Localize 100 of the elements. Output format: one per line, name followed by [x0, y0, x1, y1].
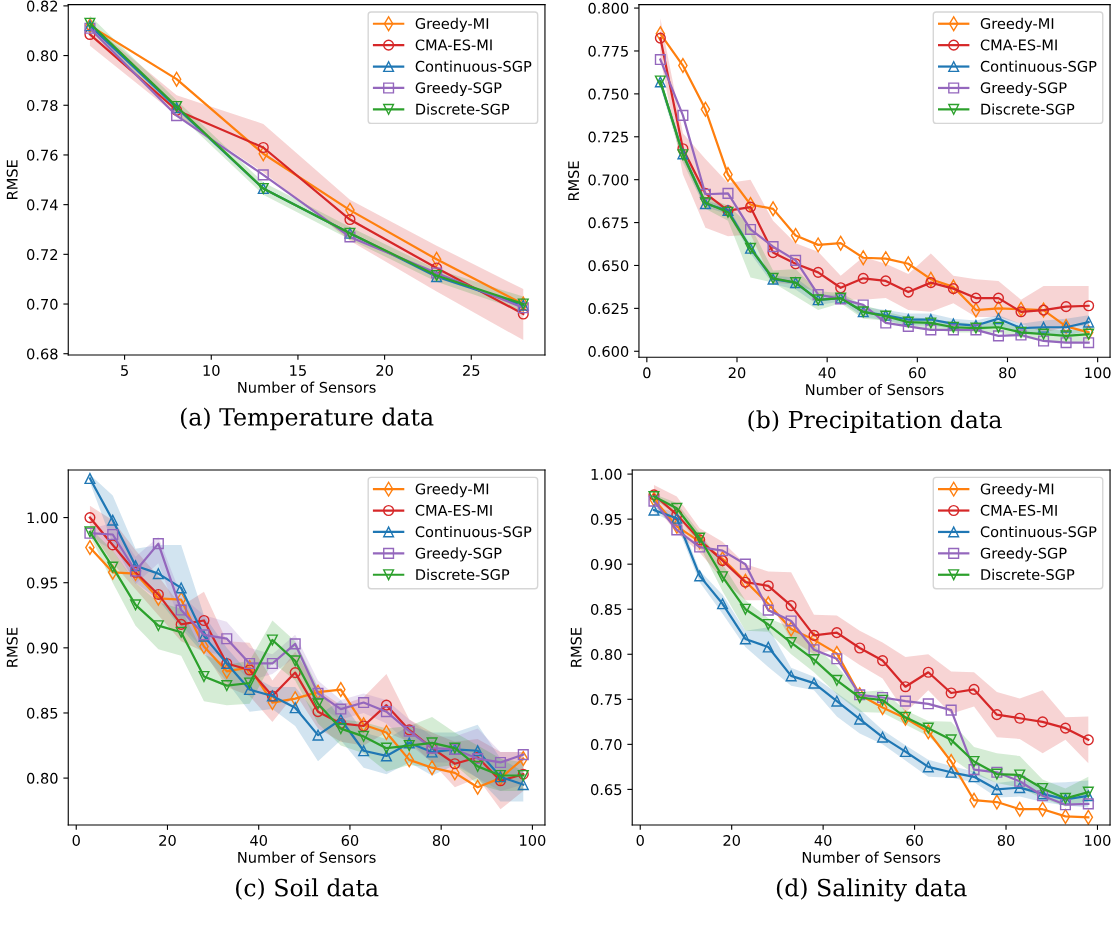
point — [107, 561, 119, 573]
x-tick-label: 100 — [520, 834, 546, 846]
point — [762, 641, 774, 653]
point — [175, 582, 187, 594]
point — [1082, 798, 1094, 810]
point — [722, 187, 734, 199]
legend-label: Greedy-SGP — [415, 81, 502, 97]
point — [785, 600, 797, 612]
point — [922, 666, 934, 678]
y-tick-label: 0.65 — [591, 784, 622, 796]
x-tick-label: 60 — [909, 367, 926, 379]
x-tick-label: 15 — [290, 365, 306, 376]
point — [1059, 722, 1072, 734]
y-tick-label: 0.95 — [27, 577, 58, 589]
point — [790, 254, 802, 266]
x-tick-label: 20 — [376, 364, 393, 376]
y-tick-label: 0.70 — [27, 298, 58, 310]
point — [857, 272, 869, 284]
y-tick-label: 0.600 — [588, 345, 629, 358]
point — [785, 615, 797, 627]
point — [244, 683, 256, 696]
point — [671, 502, 683, 514]
y-tick-label: 0.725 — [588, 131, 628, 143]
point — [1037, 335, 1050, 347]
point — [945, 734, 957, 746]
point — [808, 677, 820, 689]
point — [312, 698, 324, 710]
y-tick-label: 1.00 — [27, 512, 58, 524]
point — [762, 604, 774, 616]
legend-label: CMA-ES-MI — [415, 504, 492, 516]
x-tick-label: 40 — [814, 834, 832, 846]
point — [358, 745, 370, 757]
point — [1083, 328, 1095, 340]
legend-label: Greedy-MI — [980, 17, 1054, 32]
point — [1083, 300, 1095, 312]
point — [449, 758, 461, 770]
legend-label: Continuous-SGP — [415, 60, 532, 72]
point — [289, 638, 301, 650]
point — [785, 670, 797, 682]
y-tick-label: 0.90 — [27, 642, 58, 654]
point — [1060, 330, 1072, 342]
point — [877, 655, 889, 667]
point — [880, 275, 892, 287]
point — [266, 657, 278, 670]
x-tick-label: 40 — [818, 367, 836, 379]
point — [925, 324, 937, 336]
point — [129, 560, 142, 572]
point — [744, 201, 757, 213]
point — [380, 742, 392, 754]
point — [945, 704, 957, 716]
point — [244, 677, 256, 689]
y-tick-label: 0.95 — [591, 513, 622, 525]
point — [1037, 328, 1050, 340]
point — [1060, 337, 1072, 349]
x-tick-label: 20 — [159, 834, 176, 846]
y-axis-title: RMSE — [570, 627, 582, 667]
point — [107, 528, 119, 541]
x-tick-label: 5 — [121, 365, 128, 376]
point — [831, 695, 843, 707]
y-tick-label: 0.75 — [591, 694, 622, 706]
point — [472, 760, 484, 772]
point — [812, 266, 824, 278]
point — [902, 320, 914, 332]
point — [244, 657, 256, 670]
point — [899, 695, 911, 707]
point — [716, 555, 729, 567]
y-tick-label: 0.70 — [591, 739, 622, 751]
point — [1082, 790, 1094, 802]
y-tick-label: 0.80 — [27, 772, 58, 784]
point — [716, 545, 729, 557]
point — [84, 472, 96, 485]
point — [654, 53, 666, 66]
point — [289, 702, 301, 714]
y-tick-label: 0.625 — [588, 303, 628, 315]
point — [880, 317, 892, 329]
x-axis-title: Number of Sensors — [806, 383, 944, 396]
y-tick-label: 0.74 — [27, 199, 58, 211]
point — [107, 539, 119, 551]
point — [129, 599, 142, 611]
legend-label: Discrete-SGP — [416, 103, 510, 115]
x-tick-label: 0 — [636, 834, 644, 846]
x-tick-label: 20 — [723, 834, 740, 846]
point — [808, 629, 820, 641]
point — [257, 141, 269, 154]
x-tick-label: 0 — [72, 834, 80, 846]
y-tick-label: 0.68 — [27, 348, 58, 360]
point — [244, 664, 256, 676]
y-tick-label: 0.76 — [27, 149, 58, 161]
point — [494, 756, 507, 769]
point — [344, 231, 356, 243]
x-tick-label: 60 — [341, 834, 359, 846]
legend-label: Greedy-MI — [980, 483, 1054, 498]
point — [648, 504, 660, 516]
point — [808, 654, 820, 666]
point — [790, 258, 802, 270]
point — [877, 731, 889, 743]
text: (b) Precipitation data — [748, 410, 1002, 434]
y-axis-title: RMSE — [568, 161, 580, 201]
point — [812, 289, 824, 301]
point — [744, 223, 757, 235]
